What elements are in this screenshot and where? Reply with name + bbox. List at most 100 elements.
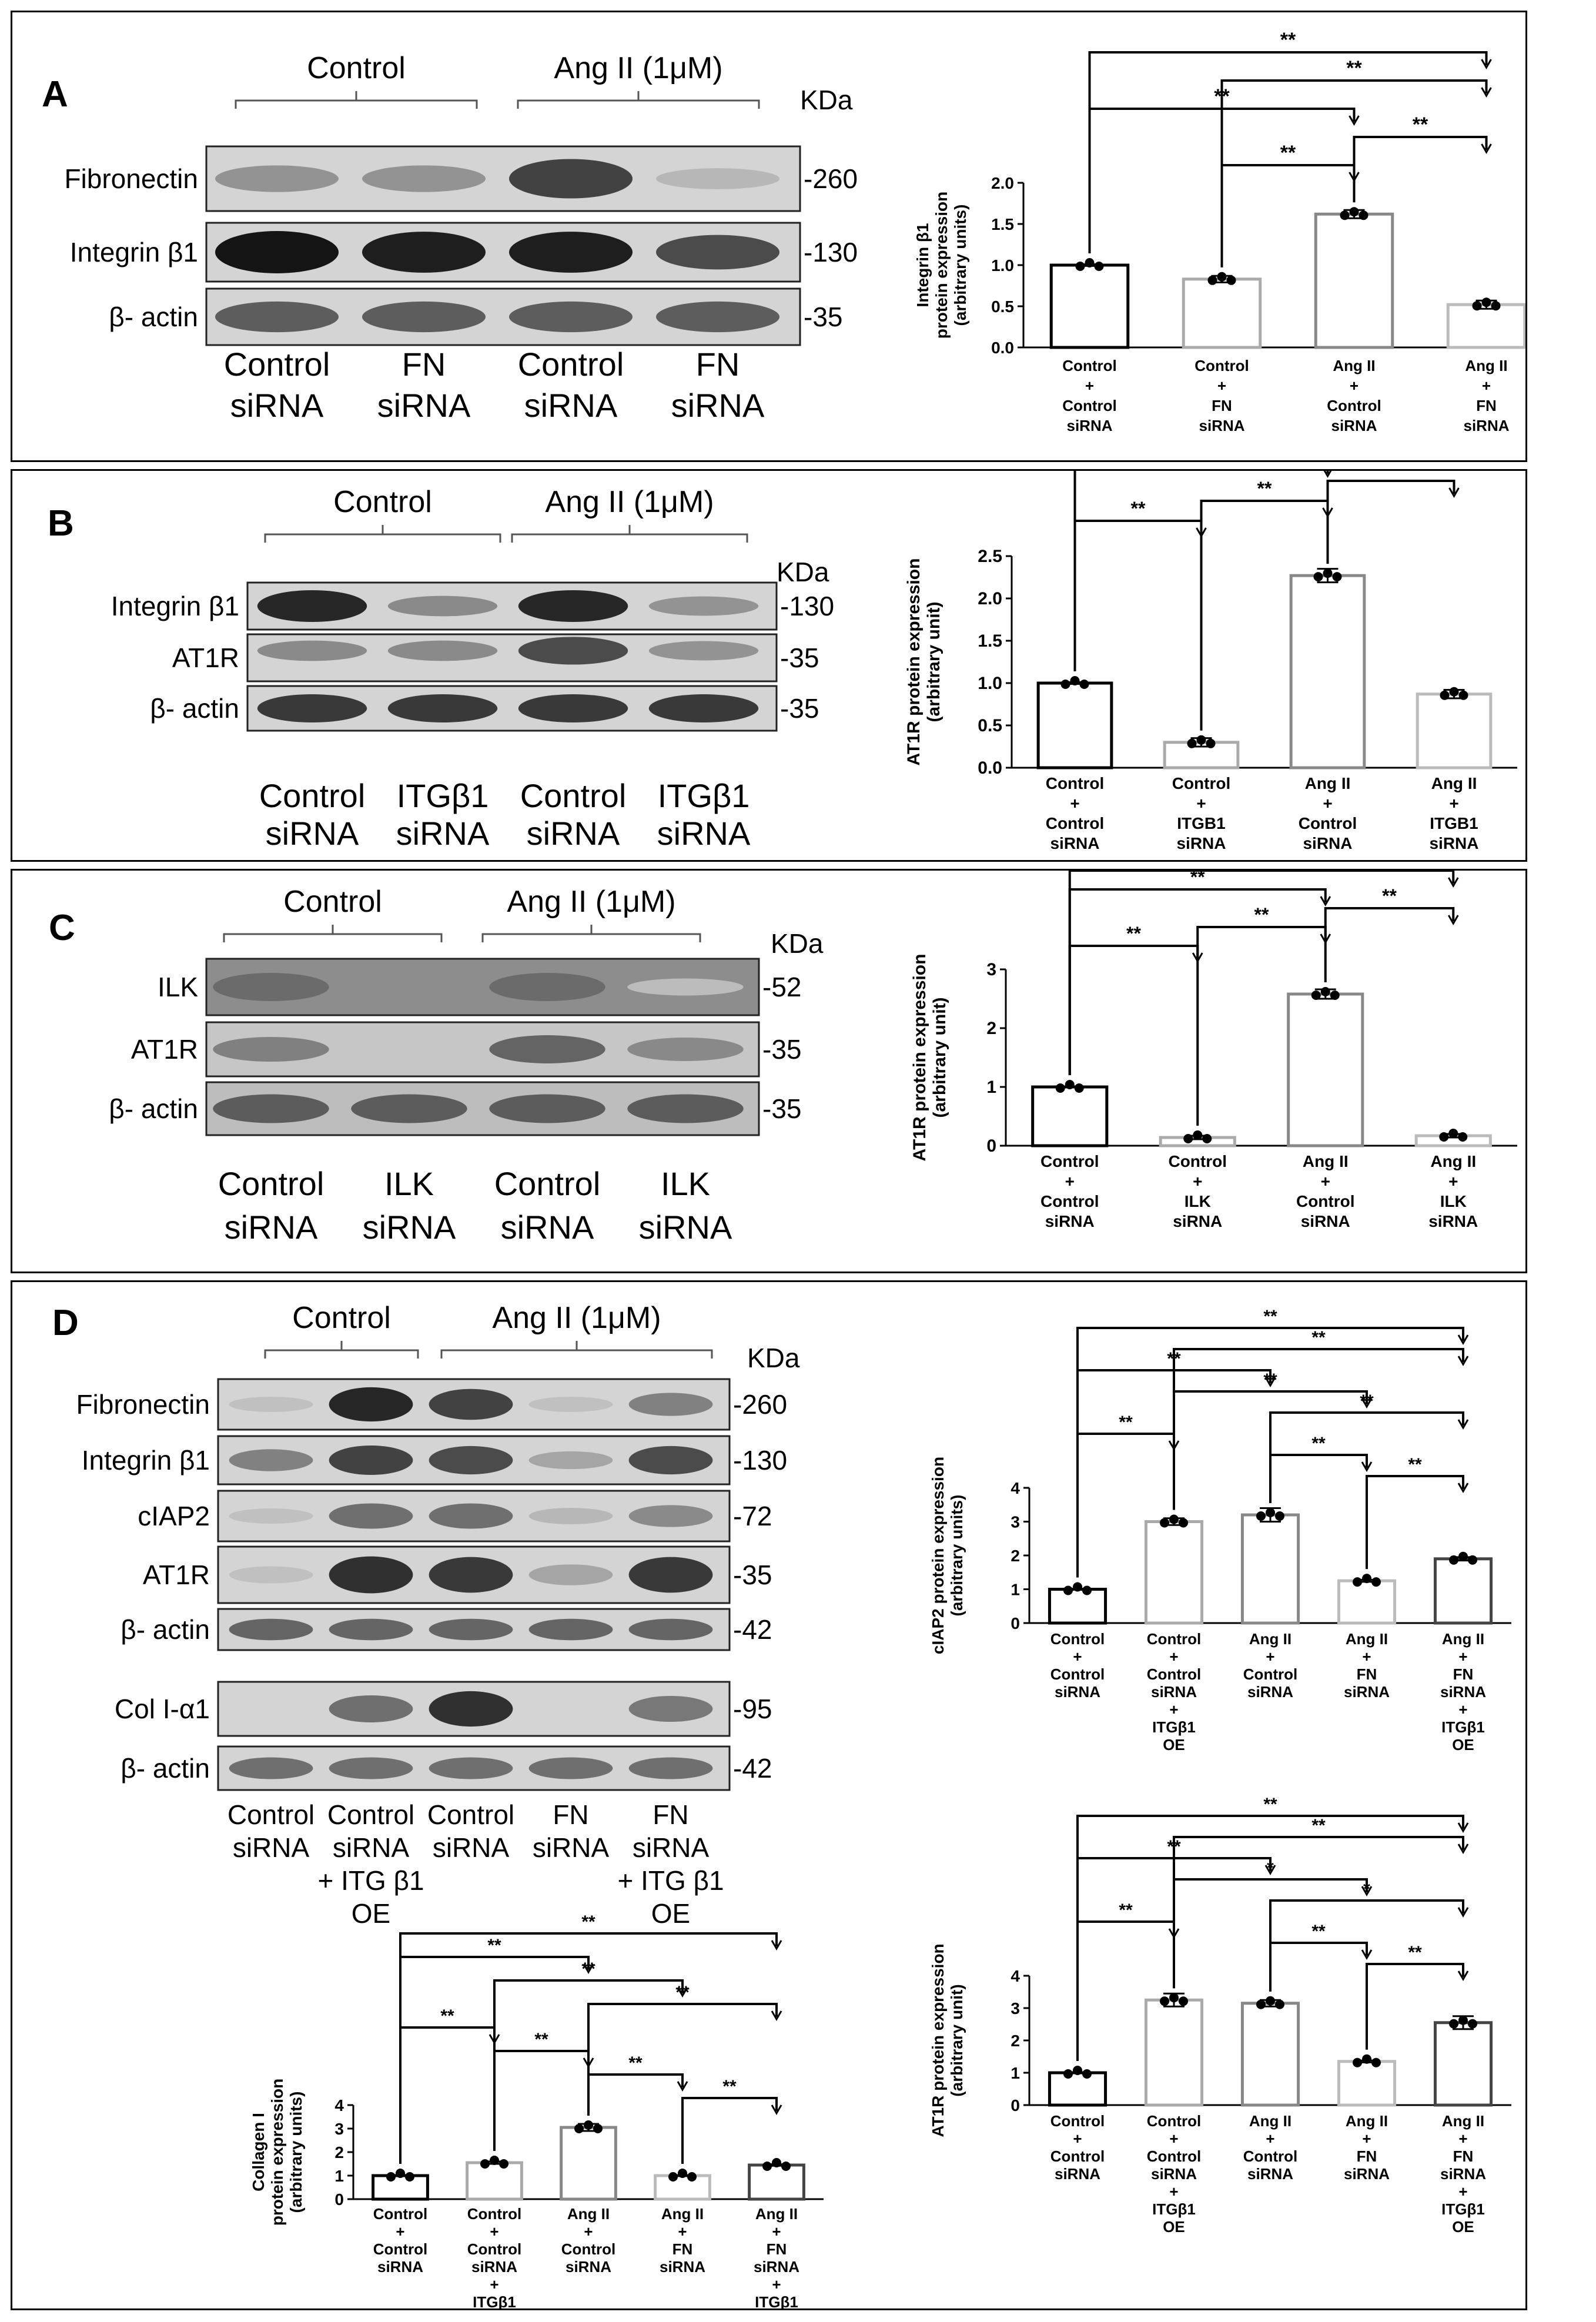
category-label: siRNA (1247, 1683, 1293, 1701)
panel-c: C Control Ang II (1μM) KDa ILK -52 AT1R -35 β- a… (11, 869, 1527, 1273)
significance-label: ** (1413, 113, 1428, 136)
data-point (1160, 1996, 1169, 2006)
blot-label: Integrin β1 (111, 591, 239, 621)
protein-band (528, 1618, 613, 1641)
data-point (1082, 2069, 1092, 2079)
bar (372, 2174, 429, 2201)
data-point (1313, 572, 1323, 582)
panel-d: D Control Ang II (1μM) KDa Fibronectin -260 In… (11, 1280, 1527, 2310)
data-point (668, 2172, 678, 2182)
blot-strip (217, 1378, 731, 1431)
blot-label: AT1R (172, 643, 239, 673)
y-axis-label: (arbitrary unit) (948, 1984, 966, 2096)
y-tick-label: 2 (986, 1019, 996, 1038)
blot-label: cIAP2 (138, 1501, 210, 1531)
category-label: Control (1296, 1192, 1355, 1210)
data-point (1449, 2019, 1458, 2029)
lane-label: ILK (384, 1165, 434, 1202)
significance-bracket (1269, 1411, 1464, 1503)
panel-b-svg: B Control Ang II (1μM) KDa Integrin β1 -130 AT… (48, 471, 1517, 852)
data-point (574, 2124, 584, 2133)
protein-band (627, 1038, 744, 1061)
data-point (1082, 1585, 1092, 1595)
protein-band (329, 1503, 413, 1529)
protein-band (387, 595, 498, 617)
protein-band (329, 1695, 413, 1722)
data-point (1193, 1130, 1203, 1140)
category-label: siRNA (1440, 2165, 1486, 2183)
y-tick-label: 1 (986, 1078, 996, 1097)
protein-band (648, 641, 759, 661)
data-point (1217, 272, 1227, 282)
protein-band (387, 694, 498, 723)
data-point (1330, 991, 1340, 1000)
lane-label: siRNA (363, 1209, 456, 1246)
category-label: siRNA (1151, 2165, 1197, 2183)
category-label: + (1362, 1648, 1371, 1665)
lane-label: siRNA (396, 815, 490, 852)
significance-arrow (1448, 487, 1460, 498)
data-point (1256, 1999, 1266, 2009)
y-tick-label: 3 (1011, 1999, 1020, 2017)
protein-band (509, 159, 633, 199)
kda-marker: -95 (733, 1694, 772, 1724)
category-label: FN (672, 2240, 693, 2258)
bar (1287, 992, 1364, 1147)
protein-band (229, 1397, 313, 1412)
data-point (1073, 1582, 1082, 1592)
y-tick-label: 0 (1011, 2096, 1020, 2114)
category-label: + (1065, 1172, 1075, 1190)
kda-marker: -130 (804, 237, 858, 267)
blot-strip (205, 1021, 760, 1078)
significance-bracket (1076, 1815, 1464, 2061)
significance-label: ** (1280, 142, 1296, 164)
data-point (1079, 680, 1089, 689)
data-point (1275, 1999, 1284, 2009)
bar (1031, 1085, 1109, 1147)
data-point (1063, 1585, 1073, 1595)
category-label: siRNA (1066, 417, 1112, 434)
category-label: Control (467, 2205, 521, 2223)
data-point (1472, 301, 1482, 311)
y-tick-label: 1.5 (978, 631, 1002, 651)
bar-chart-A: 0.0 0.5 1.0 1.5 2.0 Integrin β1 protein expres… (914, 29, 1525, 434)
category-label: + (1458, 1648, 1467, 1665)
category-label: siRNA (1463, 417, 1509, 434)
category-label: ILK (1440, 1192, 1467, 1210)
group-label: Control (292, 1301, 391, 1335)
lane-label: ITGβ1 (658, 777, 750, 814)
significance-label: ** (722, 2077, 737, 2096)
protein-band (628, 1757, 713, 1779)
significance-label: ** (487, 1936, 501, 1955)
category-label: FN (1212, 397, 1232, 414)
significance-label: ** (440, 2006, 454, 2026)
significance-bracket (1269, 1454, 1368, 1503)
y-tick-label: 0.5 (978, 716, 1002, 735)
data-point (1320, 987, 1330, 996)
lane-label: siRNA (233, 1832, 310, 1863)
significance-label: ** (1408, 1455, 1422, 1474)
significance-bracket (1353, 136, 1488, 203)
category-label: siRNA (1344, 1683, 1390, 1701)
category-label: Control (1062, 397, 1116, 414)
category-label: Control (467, 2240, 521, 2258)
category-label: + (1169, 2183, 1178, 2200)
lane-label: siRNA (266, 815, 359, 852)
lane-label: Control (218, 1165, 324, 1202)
significance-arrow (1349, 115, 1360, 126)
group-bracket (264, 525, 501, 543)
panel-letter: D (52, 1303, 79, 1343)
significance-label: ** (1311, 1434, 1326, 1453)
category-label: siRNA (1331, 417, 1377, 434)
significance-bracket (1173, 1836, 1464, 1989)
lane-label: Control (327, 1799, 414, 1830)
significance-arrow (1457, 1970, 1469, 1982)
protein-band (213, 1094, 329, 1123)
category-label: Ang II (1303, 1152, 1349, 1170)
panel-letter: C (49, 908, 75, 948)
blot-strip (246, 581, 778, 631)
significance-label: ** (1257, 478, 1272, 499)
category-label: Ang II (1249, 1630, 1291, 1648)
category-label: + (1350, 377, 1359, 394)
